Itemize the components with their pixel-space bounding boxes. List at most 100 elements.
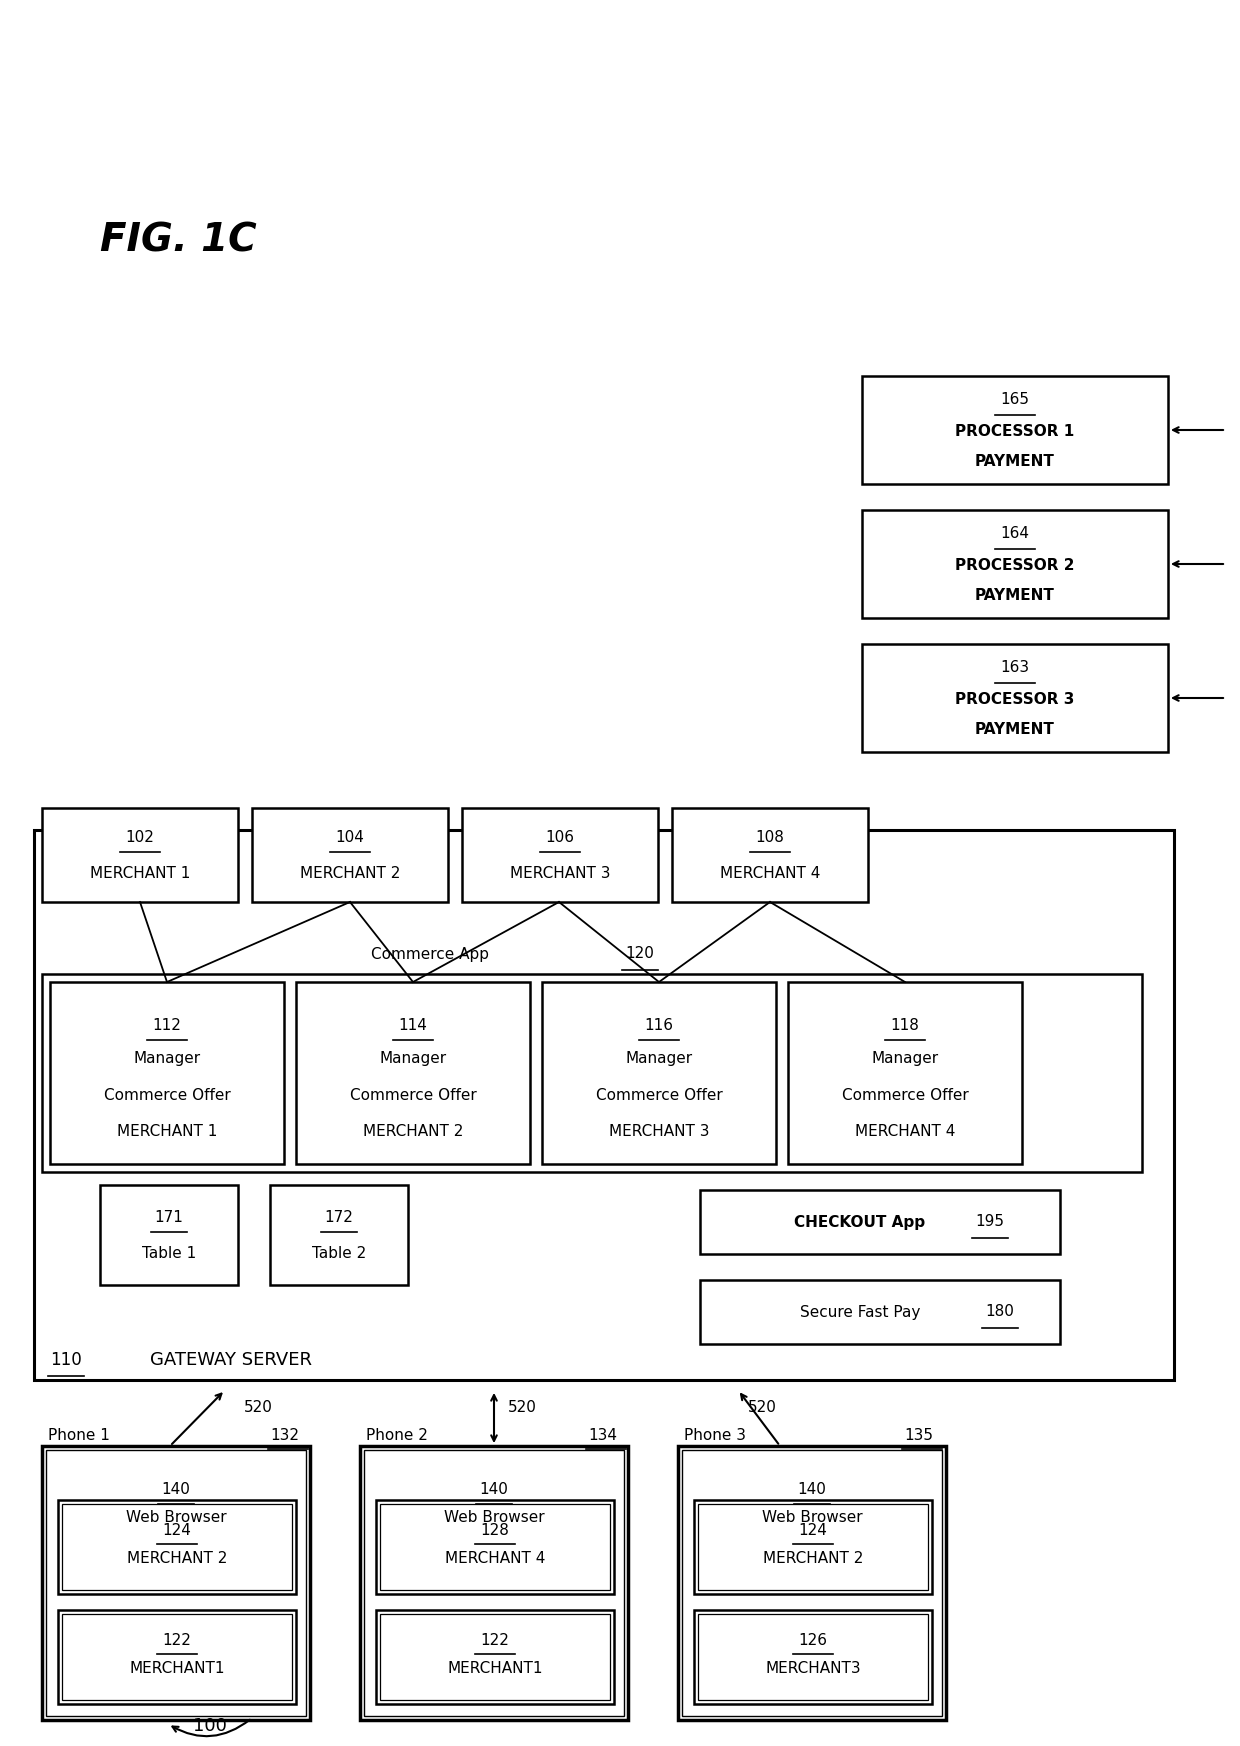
Text: Commerce Offer: Commerce Offer — [350, 1088, 476, 1102]
Bar — [682, 1449, 942, 1716]
Bar — [701, 1191, 1060, 1254]
Bar — [862, 644, 1168, 753]
Bar — [42, 1446, 310, 1720]
Text: Phone 2: Phone 2 — [366, 1428, 428, 1442]
Text: 102: 102 — [125, 829, 155, 845]
Bar — [542, 981, 776, 1165]
Text: 140: 140 — [797, 1482, 826, 1498]
Bar — [379, 1503, 610, 1591]
Text: 106: 106 — [546, 829, 574, 845]
Text: Manager: Manager — [379, 1051, 446, 1067]
Bar — [698, 1503, 928, 1591]
Text: MERCHANT 4: MERCHANT 4 — [445, 1550, 546, 1566]
Bar — [62, 1503, 291, 1591]
Text: PAYMENT: PAYMENT — [975, 723, 1055, 737]
Text: 195: 195 — [976, 1215, 1004, 1229]
Text: 520: 520 — [243, 1400, 273, 1416]
Bar — [678, 1446, 946, 1720]
Text: MERCHANT 1: MERCHANT 1 — [89, 866, 190, 880]
Text: Phone 3: Phone 3 — [684, 1428, 746, 1442]
Text: 128: 128 — [481, 1523, 510, 1538]
Bar — [672, 808, 868, 903]
Bar — [694, 1500, 932, 1594]
Text: PROCESSOR 1: PROCESSOR 1 — [955, 424, 1075, 440]
Bar — [42, 808, 238, 903]
Text: MERCHANT 3: MERCHANT 3 — [510, 866, 610, 880]
Text: 124: 124 — [162, 1523, 191, 1538]
Bar — [698, 1613, 928, 1701]
Text: MERCHANT1: MERCHANT1 — [129, 1660, 224, 1676]
Text: Secure Fast Pay: Secure Fast Pay — [800, 1304, 920, 1320]
Bar — [376, 1500, 614, 1594]
Text: PROCESSOR 2: PROCESSOR 2 — [955, 559, 1075, 573]
Text: 112: 112 — [153, 1018, 181, 1032]
Bar — [33, 829, 1174, 1379]
Text: 120: 120 — [625, 946, 655, 962]
Bar — [787, 981, 1022, 1165]
Bar — [360, 1446, 627, 1720]
Text: 122: 122 — [162, 1633, 191, 1648]
Text: 116: 116 — [645, 1018, 673, 1032]
Text: 164: 164 — [1001, 527, 1029, 541]
Text: Commerce Offer: Commerce Offer — [842, 1088, 968, 1102]
Text: 171: 171 — [155, 1210, 184, 1224]
Text: 108: 108 — [755, 829, 785, 845]
Text: 132: 132 — [270, 1428, 299, 1442]
Text: MERCHANT 2: MERCHANT 2 — [363, 1123, 464, 1138]
Bar — [270, 1186, 408, 1285]
Text: CHECKOUT App: CHECKOUT App — [795, 1215, 925, 1229]
Text: 135: 135 — [904, 1428, 932, 1442]
Bar — [62, 1613, 291, 1701]
Bar — [100, 1186, 238, 1285]
Text: MERCHANT 3: MERCHANT 3 — [609, 1123, 709, 1138]
Text: Phone 1: Phone 1 — [48, 1428, 110, 1442]
Bar — [50, 981, 284, 1165]
Text: 172: 172 — [325, 1210, 353, 1224]
Text: Commerce Offer: Commerce Offer — [595, 1088, 723, 1102]
Bar — [58, 1500, 296, 1594]
Text: MERCHANT 2: MERCHANT 2 — [300, 866, 401, 880]
Bar — [463, 808, 658, 903]
Bar — [694, 1610, 932, 1704]
Bar — [376, 1610, 614, 1704]
Text: 520: 520 — [748, 1400, 776, 1416]
Bar — [862, 375, 1168, 484]
Text: Commerce App: Commerce App — [371, 946, 489, 962]
Text: Web Browser: Web Browser — [761, 1510, 862, 1526]
Text: 126: 126 — [799, 1633, 827, 1648]
Text: 100: 100 — [193, 1716, 227, 1736]
Text: Manager: Manager — [625, 1051, 693, 1067]
Text: MERCHANT1: MERCHANT1 — [448, 1660, 543, 1676]
Text: GATEWAY SERVER: GATEWAY SERVER — [150, 1351, 312, 1369]
Bar — [296, 981, 529, 1165]
Text: 140: 140 — [161, 1482, 191, 1498]
Text: 104: 104 — [336, 829, 365, 845]
Text: PAYMENT: PAYMENT — [975, 454, 1055, 470]
Text: 110: 110 — [50, 1351, 82, 1369]
Text: 134: 134 — [588, 1428, 618, 1442]
Text: 163: 163 — [1001, 660, 1029, 676]
Text: Manager: Manager — [872, 1051, 939, 1067]
Text: 124: 124 — [799, 1523, 827, 1538]
Bar — [862, 510, 1168, 618]
Bar — [379, 1613, 610, 1701]
Text: Manager: Manager — [134, 1051, 201, 1067]
Text: MERCHANT 4: MERCHANT 4 — [854, 1123, 955, 1138]
Bar — [46, 1449, 306, 1716]
Text: MERCHANT 1: MERCHANT 1 — [117, 1123, 217, 1138]
Text: Web Browser: Web Browser — [125, 1510, 227, 1526]
Text: Web Browser: Web Browser — [444, 1510, 544, 1526]
Text: 122: 122 — [481, 1633, 510, 1648]
Text: 165: 165 — [1001, 393, 1029, 407]
Text: Table 1: Table 1 — [141, 1245, 196, 1261]
Text: MERCHANT 4: MERCHANT 4 — [719, 866, 820, 880]
Text: Table 2: Table 2 — [312, 1245, 366, 1261]
Text: 114: 114 — [398, 1018, 428, 1032]
Text: MERCHANT 2: MERCHANT 2 — [763, 1550, 863, 1566]
Text: PROCESSOR 3: PROCESSOR 3 — [955, 693, 1075, 707]
Text: PAYMENT: PAYMENT — [975, 588, 1055, 604]
Text: Commerce Offer: Commerce Offer — [104, 1088, 231, 1102]
Bar — [42, 974, 1142, 1172]
Text: MERCHANT3: MERCHANT3 — [765, 1660, 861, 1676]
Text: MERCHANT 2: MERCHANT 2 — [126, 1550, 227, 1566]
